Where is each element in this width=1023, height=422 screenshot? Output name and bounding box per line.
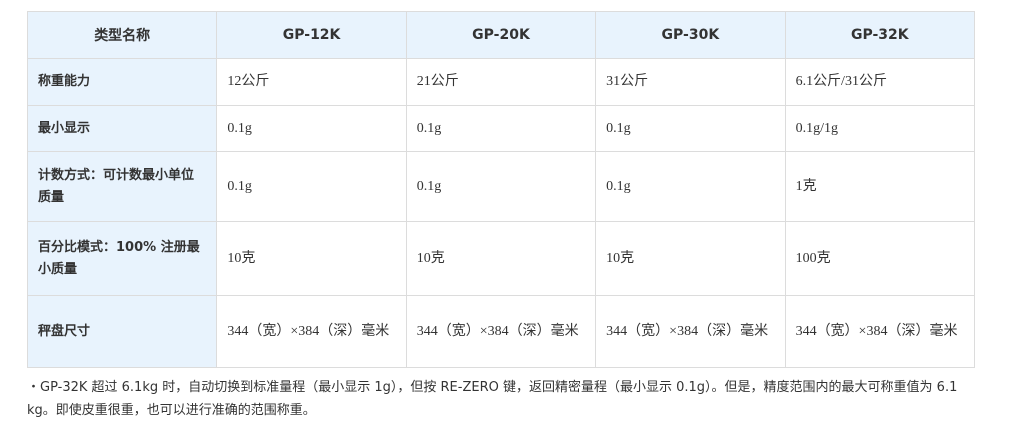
row-label: 称重能力: [26, 58, 218, 106]
header-row: 类型名称 GP-12K GP-20K GP-30K GP-32K: [26, 11, 976, 59]
header-gp-30k: GP-30K: [595, 11, 786, 59]
table-cell: 344（宽）×384（深）毫米: [784, 295, 976, 368]
header-gp-20k: GP-20K: [405, 11, 597, 59]
header-gp-32k: GP-32K: [784, 11, 976, 59]
spec-table: 类型名称 GP-12K GP-20K GP-30K GP-32K 称重能力 12…: [26, 11, 976, 368]
table-cell: 0.1g: [595, 151, 786, 222]
table-row: 计数方式：可计数最小单位质量 0.1g 0.1g 0.1g 1克: [26, 151, 976, 222]
row-label: 秤盘尺寸: [26, 295, 218, 368]
row-label: 百分比模式：100% 注册最小质量: [26, 221, 218, 296]
header-gp-12k: GP-12K: [216, 11, 407, 59]
table-cell: 0.1g: [595, 105, 786, 152]
table-cell: 100克: [784, 221, 976, 296]
table-cell: 10克: [595, 221, 786, 296]
table-cell: 0.1g: [405, 105, 597, 152]
table-cell: 0.1g: [216, 105, 407, 152]
table-cell: 0.1g: [216, 151, 407, 222]
table-cell: 12公斤: [216, 58, 407, 106]
table-row: 百分比模式：100% 注册最小质量 10克 10克 10克 100克: [26, 221, 976, 296]
table-row: 称重能力 12公斤 21公斤 31公斤 6.1公斤/31公斤: [26, 58, 976, 106]
row-label: 最小显示: [26, 105, 218, 152]
table-cell: 31公斤: [595, 58, 786, 106]
table-cell: 344（宽）×384（深）毫米: [405, 295, 597, 368]
table-row: 秤盘尺寸 344（宽）×384（深）毫米 344（宽）×384（深）毫米 344…: [26, 295, 976, 368]
row-label: 计数方式：可计数最小单位质量: [26, 151, 218, 222]
table-cell: 21公斤: [405, 58, 597, 106]
table-cell: 10克: [216, 221, 407, 296]
table-cell: 1克: [784, 151, 976, 222]
table-cell: 10克: [405, 221, 597, 296]
footnote: ・GP-32K 超过 6.1kg 时，自动切换到标准量程（最小显示 1g），但按…: [27, 380, 958, 418]
table-cell: 344（宽）×384（深）毫米: [216, 295, 407, 368]
table-cell: 6.1公斤/31公斤: [784, 58, 976, 106]
header-type-name: 类型名称: [26, 11, 218, 59]
table-cell: 0.1g/1g: [784, 105, 976, 152]
table-cell: 0.1g: [405, 151, 597, 222]
table-row: 最小显示 0.1g 0.1g 0.1g 0.1g/1g: [26, 105, 976, 152]
table-cell: 344（宽）×384（深）毫米: [595, 295, 786, 368]
